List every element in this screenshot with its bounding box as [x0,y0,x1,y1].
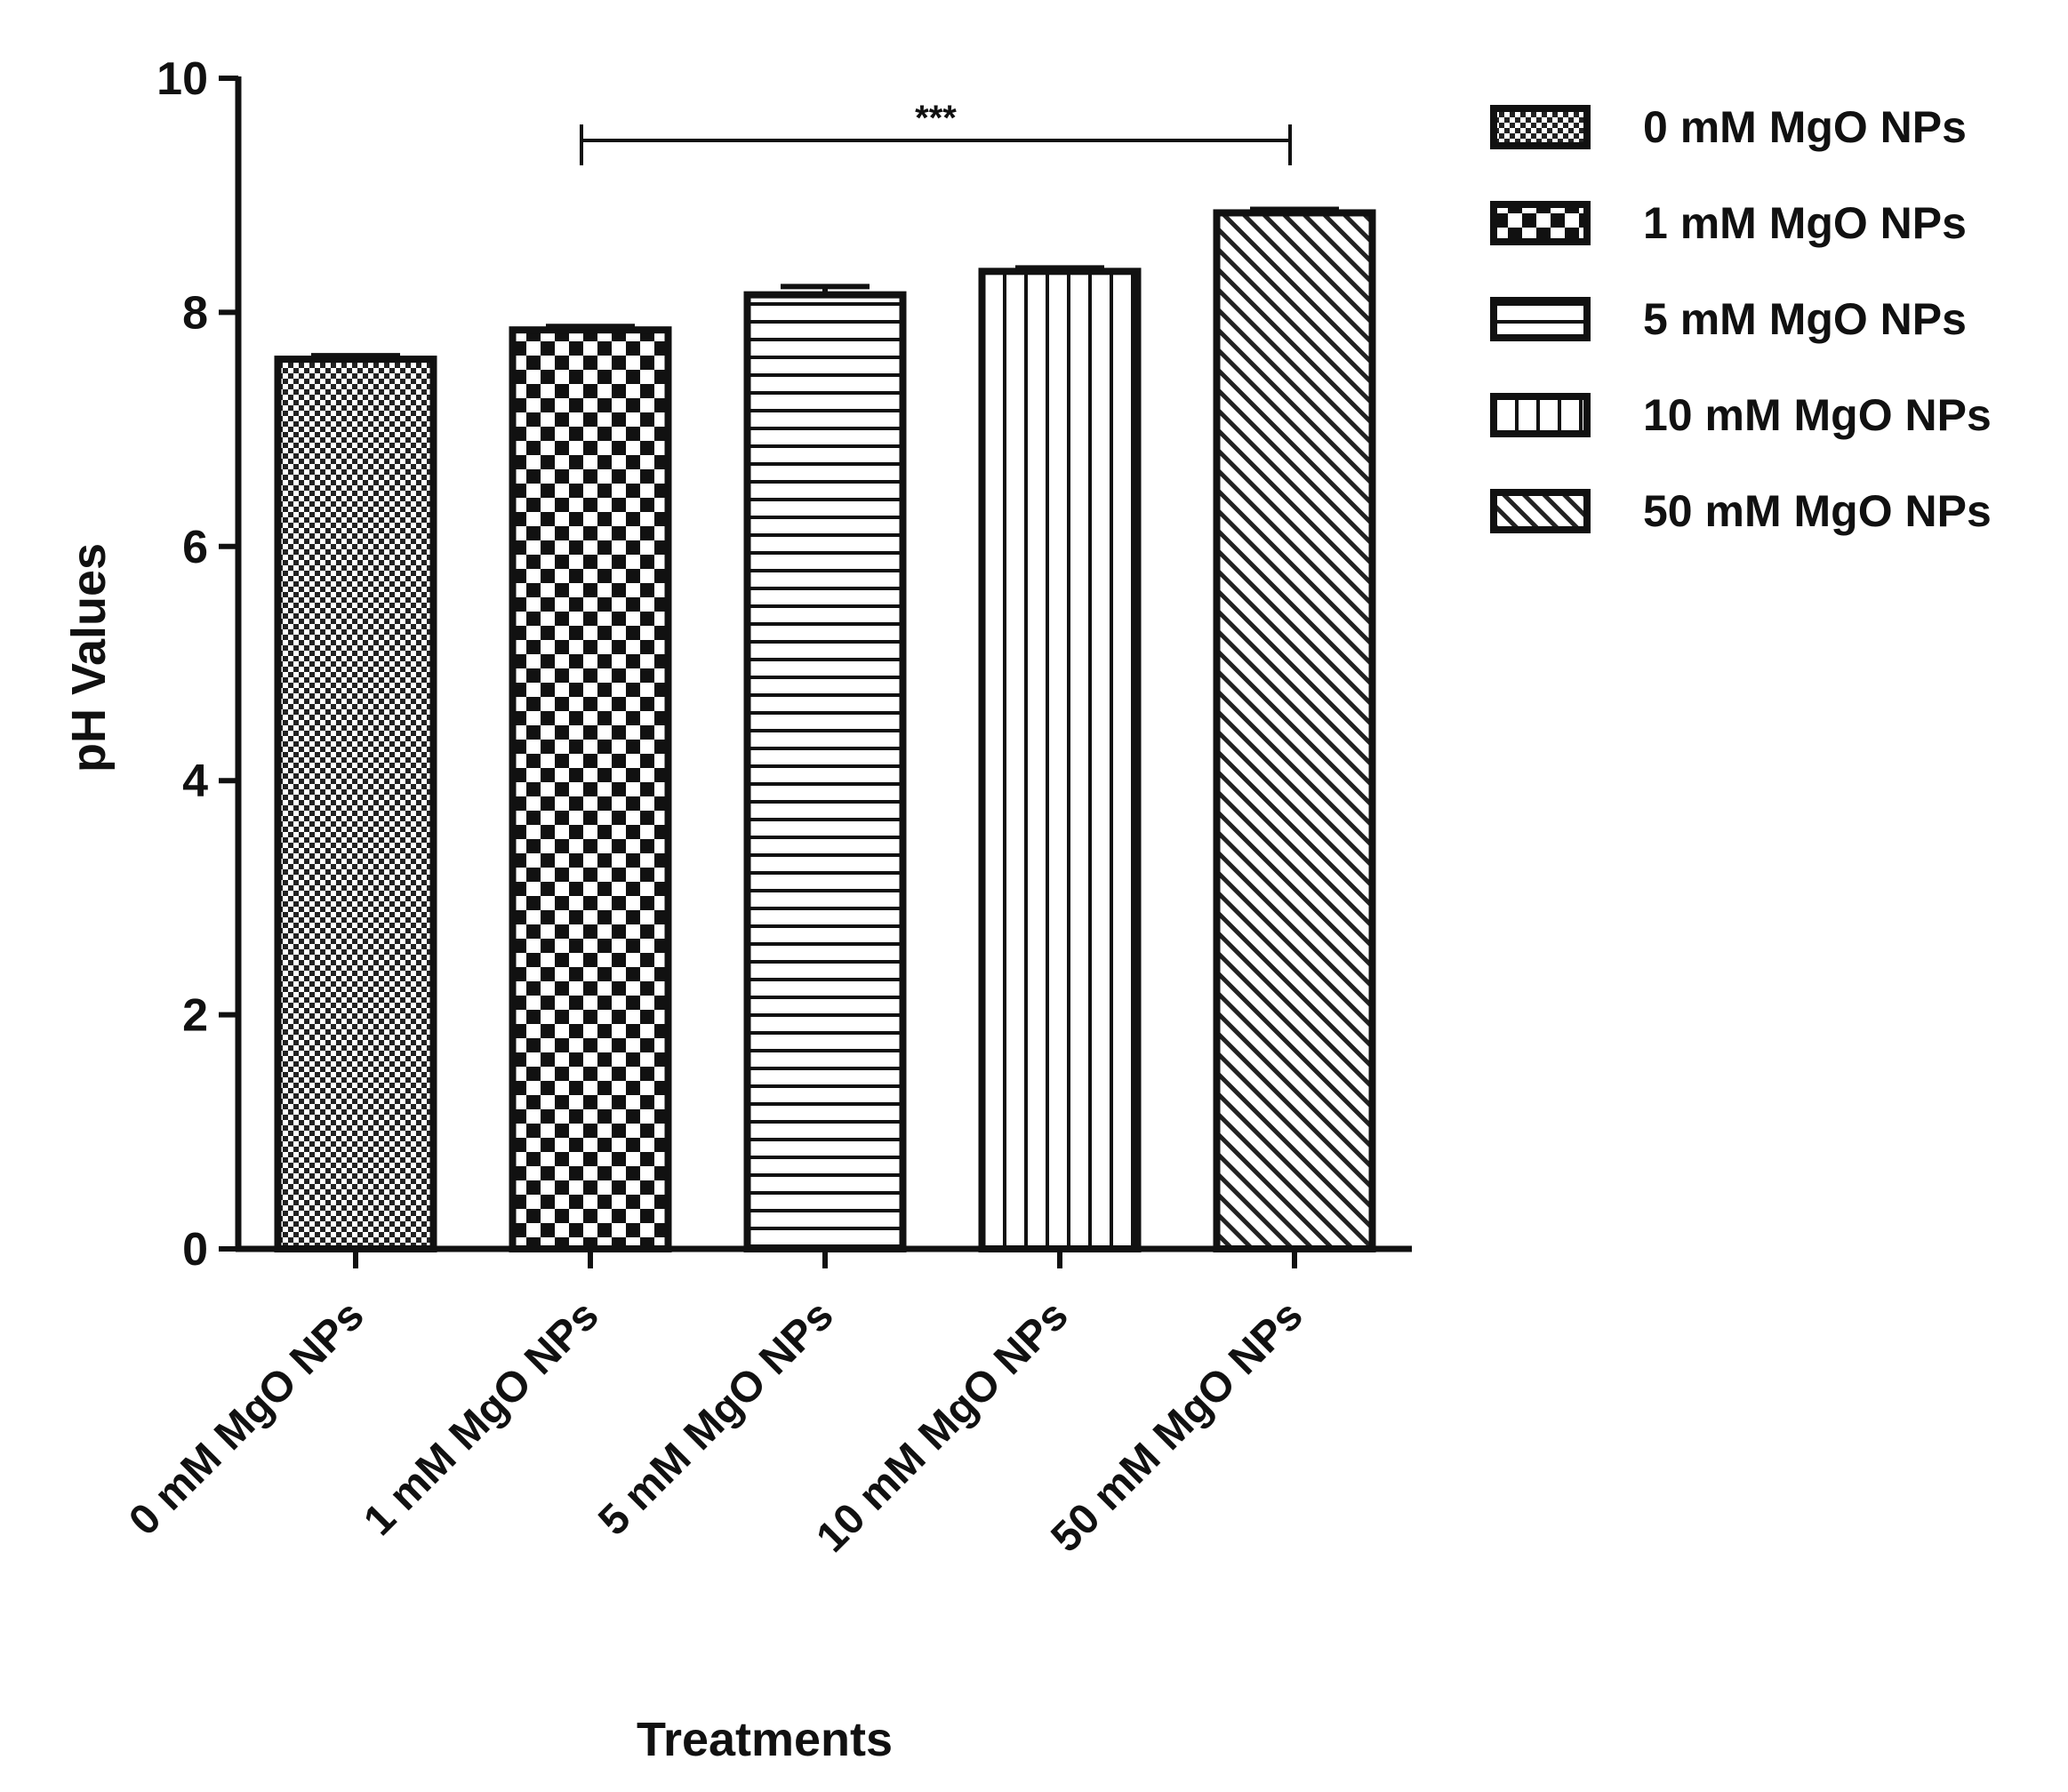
y-tick-label: 10 [156,53,208,105]
x-tick-label: 0 mM MgO NPs [120,1292,373,1545]
significance-label: *** [915,99,957,138]
legend-label: 0 mM MgO NPs [1643,102,1967,152]
legend-label: 5 mM MgO NPs [1643,294,1967,344]
y-tick-label: 4 [182,756,208,807]
y-tick-label: 2 [182,990,208,1042]
y-tick-label: 6 [182,522,208,573]
bars-group [274,209,1376,1253]
y-axis-title: pH Values [62,543,116,772]
legend-swatch [1490,201,1591,245]
x-tick-label: 5 mM MgO NPs [589,1292,843,1545]
x-tick-label: 50 mM MgO NPs [1042,1292,1311,1561]
legend: 0 mM MgO NPs 1 mM MgO NPs 5 mM MgO NPs 10 m… [1490,102,1992,536]
legend-swatch [1490,105,1591,149]
legend-swatch [1490,393,1591,437]
bar [274,356,437,1252]
error-bars-group [311,206,1339,360]
x-tick-label: 1 mM MgO NPs [355,1292,608,1545]
x-axis-title: Treatments [637,1713,893,1766]
legend-swatch [1490,489,1591,533]
bar [509,326,672,1252]
legend-swatch [1490,297,1591,341]
y-tick-label: 0 [182,1224,208,1276]
annotations-group: *** [580,99,1292,165]
legend-label: 10 mM MgO NPs [1643,390,1992,440]
y-tick-label: 8 [182,287,208,339]
legend-label: 50 mM MgO NPs [1643,486,1992,536]
bar [743,291,907,1252]
bar [978,268,1142,1252]
legend-label: 1 mM MgO NPs [1643,198,1967,248]
bar [1213,209,1376,1253]
x-tick-label: 10 mM MgO NPs [807,1292,1077,1561]
